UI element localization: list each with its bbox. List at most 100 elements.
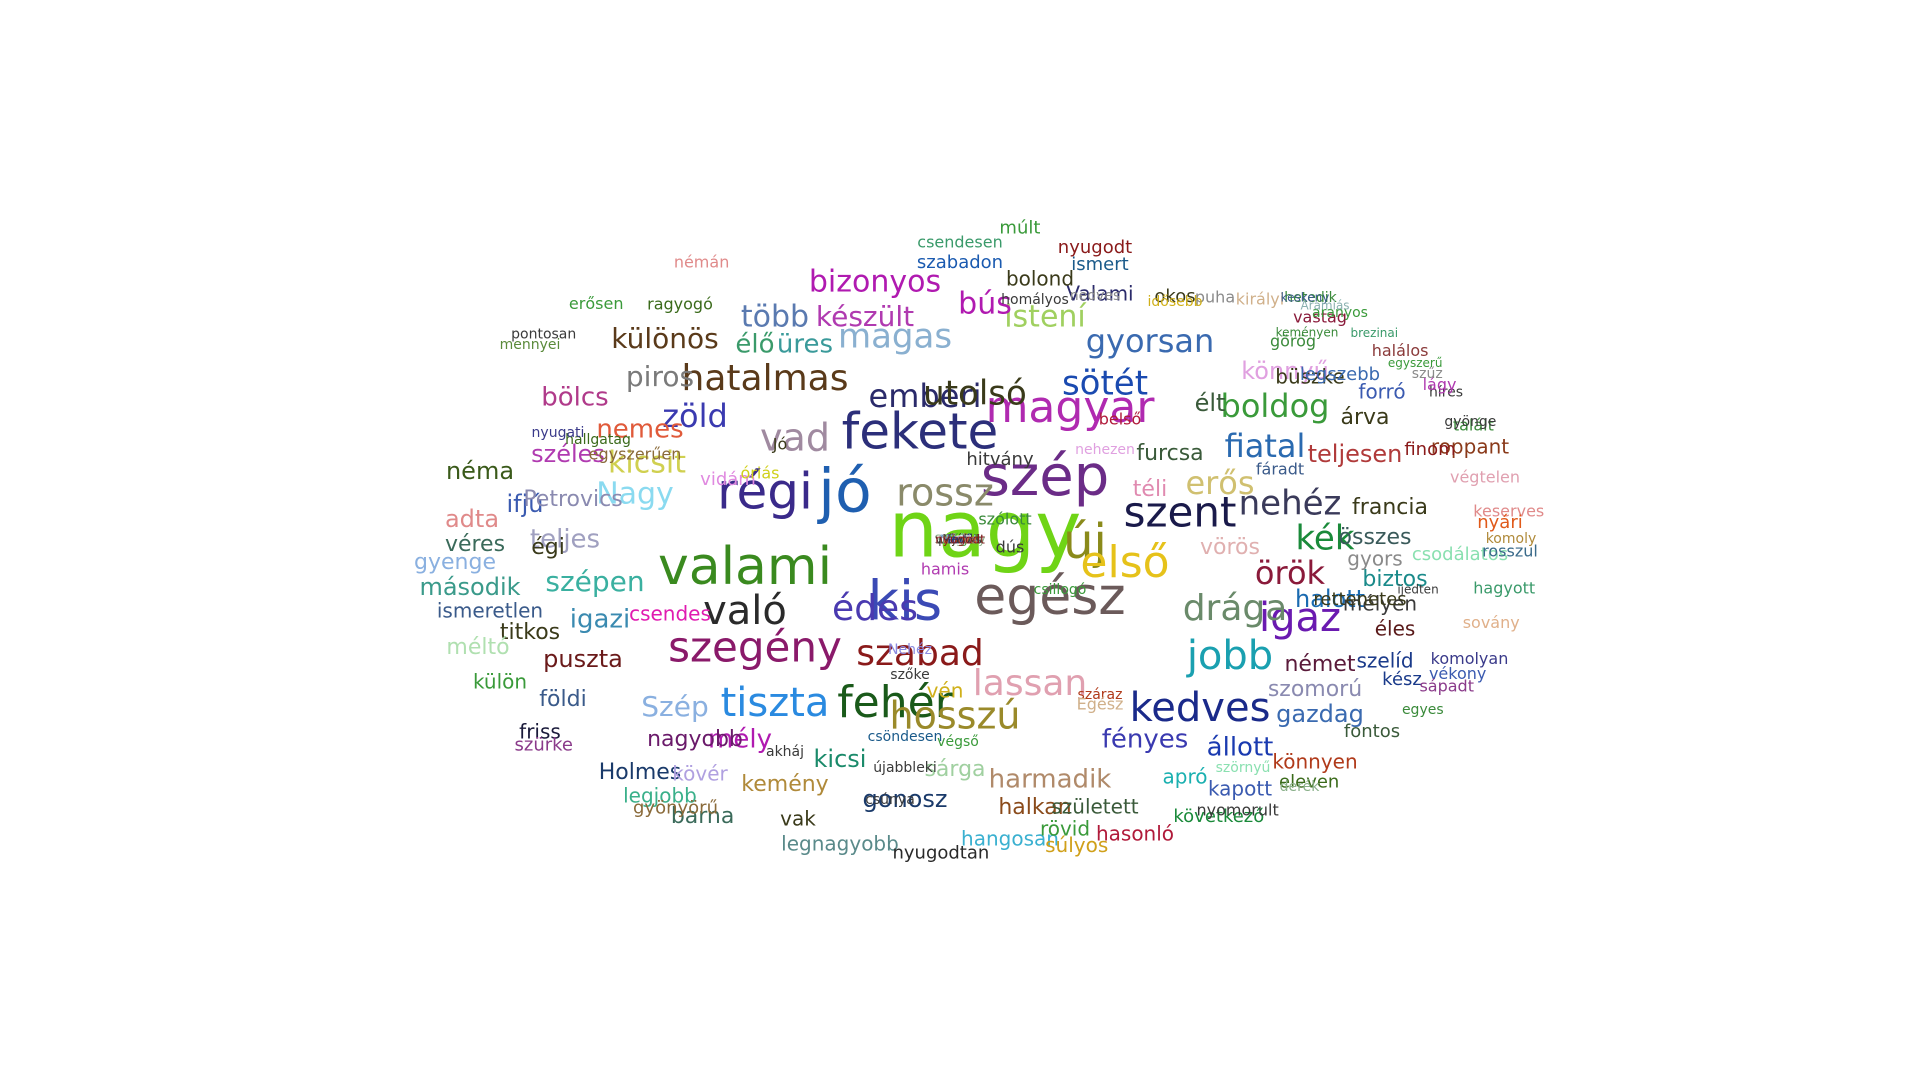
cloud-word: súlyos bbox=[1045, 833, 1108, 857]
cloud-word: nyugodtan bbox=[892, 842, 989, 863]
cloud-word: rettenetes bbox=[1313, 589, 1406, 610]
cloud-word: francia bbox=[1352, 495, 1428, 520]
cloud-word: sápadt bbox=[1419, 676, 1474, 695]
cloud-word: üres bbox=[777, 330, 833, 360]
cloud-word: távoli bbox=[943, 533, 976, 547]
cloud-word: új bbox=[1063, 514, 1107, 570]
cloud-word: hangosan bbox=[961, 827, 1059, 851]
cloud-word: gyorsan bbox=[1086, 322, 1215, 360]
cloud-word: nedves bbox=[1070, 288, 1121, 304]
cloud-word: sovány bbox=[1463, 613, 1520, 632]
cloud-word: hallgatag bbox=[565, 432, 631, 448]
cloud-word: Szép bbox=[641, 690, 708, 723]
cloud-word: istení bbox=[1004, 300, 1087, 335]
cloud-word: bús bbox=[958, 287, 1012, 322]
cloud-word: szólott bbox=[978, 510, 1031, 529]
cloud-word: erős bbox=[1185, 464, 1254, 502]
cloud-word: gazdag bbox=[1276, 700, 1364, 728]
cloud-word: készült bbox=[816, 300, 914, 333]
cloud-word: hagyott bbox=[1473, 579, 1535, 598]
cloud-word: téli bbox=[1133, 477, 1167, 502]
cloud-word: vén bbox=[927, 679, 964, 703]
cloud-word: nehéz bbox=[1239, 484, 1342, 524]
cloud-word: hosszú bbox=[890, 694, 1021, 738]
cloud-word: fiatal bbox=[1225, 427, 1306, 465]
cloud-word: brezinai bbox=[1350, 326, 1398, 340]
cloud-word: régi bbox=[717, 463, 813, 521]
cloud-word: egyes bbox=[1402, 702, 1444, 718]
cloud-word: igaz bbox=[1259, 595, 1341, 641]
cloud-word: édes bbox=[832, 588, 918, 629]
cloud-word: kicsi bbox=[814, 745, 867, 773]
cloud-word: apró bbox=[1163, 765, 1208, 789]
cloud-word: csöndesen bbox=[868, 729, 943, 745]
cloud-word: büszke bbox=[1275, 365, 1344, 389]
cloud-word: némán bbox=[674, 253, 730, 272]
cloud-word: kicsit bbox=[608, 446, 686, 481]
cloud-word: sárga bbox=[924, 757, 985, 782]
cloud-word: nemes bbox=[596, 415, 683, 445]
cloud-word: nehezen bbox=[1075, 442, 1135, 458]
cloud-word: kis bbox=[868, 570, 942, 633]
cloud-word: keserves bbox=[1473, 501, 1544, 520]
cloud-word: szépen bbox=[545, 565, 644, 598]
cloud-word: gonosz bbox=[863, 785, 948, 813]
cloud-word: vak bbox=[780, 807, 816, 831]
cloud-word: titkos bbox=[500, 620, 560, 645]
cloud-word: sötét bbox=[1062, 364, 1148, 404]
cloud-word: piros bbox=[626, 360, 694, 393]
cloud-word: híres bbox=[1429, 384, 1463, 400]
cloud-word: fényes bbox=[1102, 725, 1189, 755]
cloud-word: szent bbox=[1124, 488, 1237, 537]
cloud-word: gyönge bbox=[1444, 414, 1496, 430]
cloud-word: rövid bbox=[1040, 817, 1090, 841]
cloud-word: halkan bbox=[998, 795, 1071, 820]
cloud-word: lassan bbox=[973, 663, 1087, 704]
cloud-word: egész bbox=[974, 567, 1125, 627]
cloud-word: keményen bbox=[1276, 326, 1339, 340]
cloud-word: nyomorult bbox=[1197, 800, 1279, 819]
cloud-word: roppant bbox=[1431, 435, 1509, 459]
cloud-word: szomorú bbox=[1268, 677, 1362, 702]
cloud-word: vörös bbox=[1200, 535, 1260, 560]
cloud-word: jobb bbox=[1186, 633, 1273, 679]
cloud-word: esti bbox=[949, 533, 971, 547]
cloud-word: könnyen bbox=[1272, 750, 1357, 774]
cloud-word: zöld bbox=[662, 397, 728, 435]
cloud-word: bizonyos bbox=[809, 265, 941, 300]
cloud-word: görög bbox=[1270, 332, 1316, 351]
cloud-word: kövér bbox=[672, 762, 728, 786]
cloud-word: vezetett bbox=[935, 533, 985, 547]
cloud-word: hamis bbox=[921, 560, 969, 579]
cloud-word: külön bbox=[473, 670, 527, 694]
cloud-word: éles bbox=[1375, 617, 1416, 641]
cloud-word: talált bbox=[1453, 416, 1494, 435]
cloud-word: Szegény bbox=[934, 533, 985, 547]
cloud-word: kemény bbox=[741, 772, 828, 797]
cloud-word: Valami bbox=[1066, 282, 1133, 306]
cloud-word: fontos bbox=[1344, 721, 1400, 742]
cloud-word: szegény bbox=[668, 623, 842, 672]
cloud-word: utolsó bbox=[923, 374, 1027, 414]
cloud-word: szabad bbox=[856, 633, 983, 674]
cloud-word: ismeretlen bbox=[437, 599, 543, 623]
cloud-word: teljes bbox=[530, 525, 600, 555]
cloud-word: bölcs bbox=[541, 383, 608, 413]
cloud-word: vastag bbox=[1293, 308, 1347, 327]
cloud-word: idősebb bbox=[1147, 294, 1202, 310]
cloud-word: magas bbox=[838, 317, 952, 357]
cloud-word: legnagyobb bbox=[781, 832, 899, 856]
cloud-word: levő bbox=[947, 533, 972, 547]
cloud-word: Jó bbox=[772, 435, 788, 454]
cloud-word: néma bbox=[446, 457, 514, 485]
cloud-word: aranyos bbox=[1312, 305, 1368, 321]
cloud-word: dús bbox=[996, 538, 1025, 557]
cloud-word: német bbox=[1284, 652, 1355, 677]
cloud-word: végső bbox=[937, 734, 979, 750]
cloud-word: egyszerű bbox=[1388, 356, 1443, 370]
cloud-word: keskeny bbox=[1281, 291, 1330, 305]
cloud-word: gyors bbox=[1347, 547, 1402, 571]
cloud-word: könnyű bbox=[1241, 357, 1329, 385]
cloud-word: kész bbox=[1382, 669, 1422, 690]
cloud-word: nyugati bbox=[532, 425, 585, 441]
